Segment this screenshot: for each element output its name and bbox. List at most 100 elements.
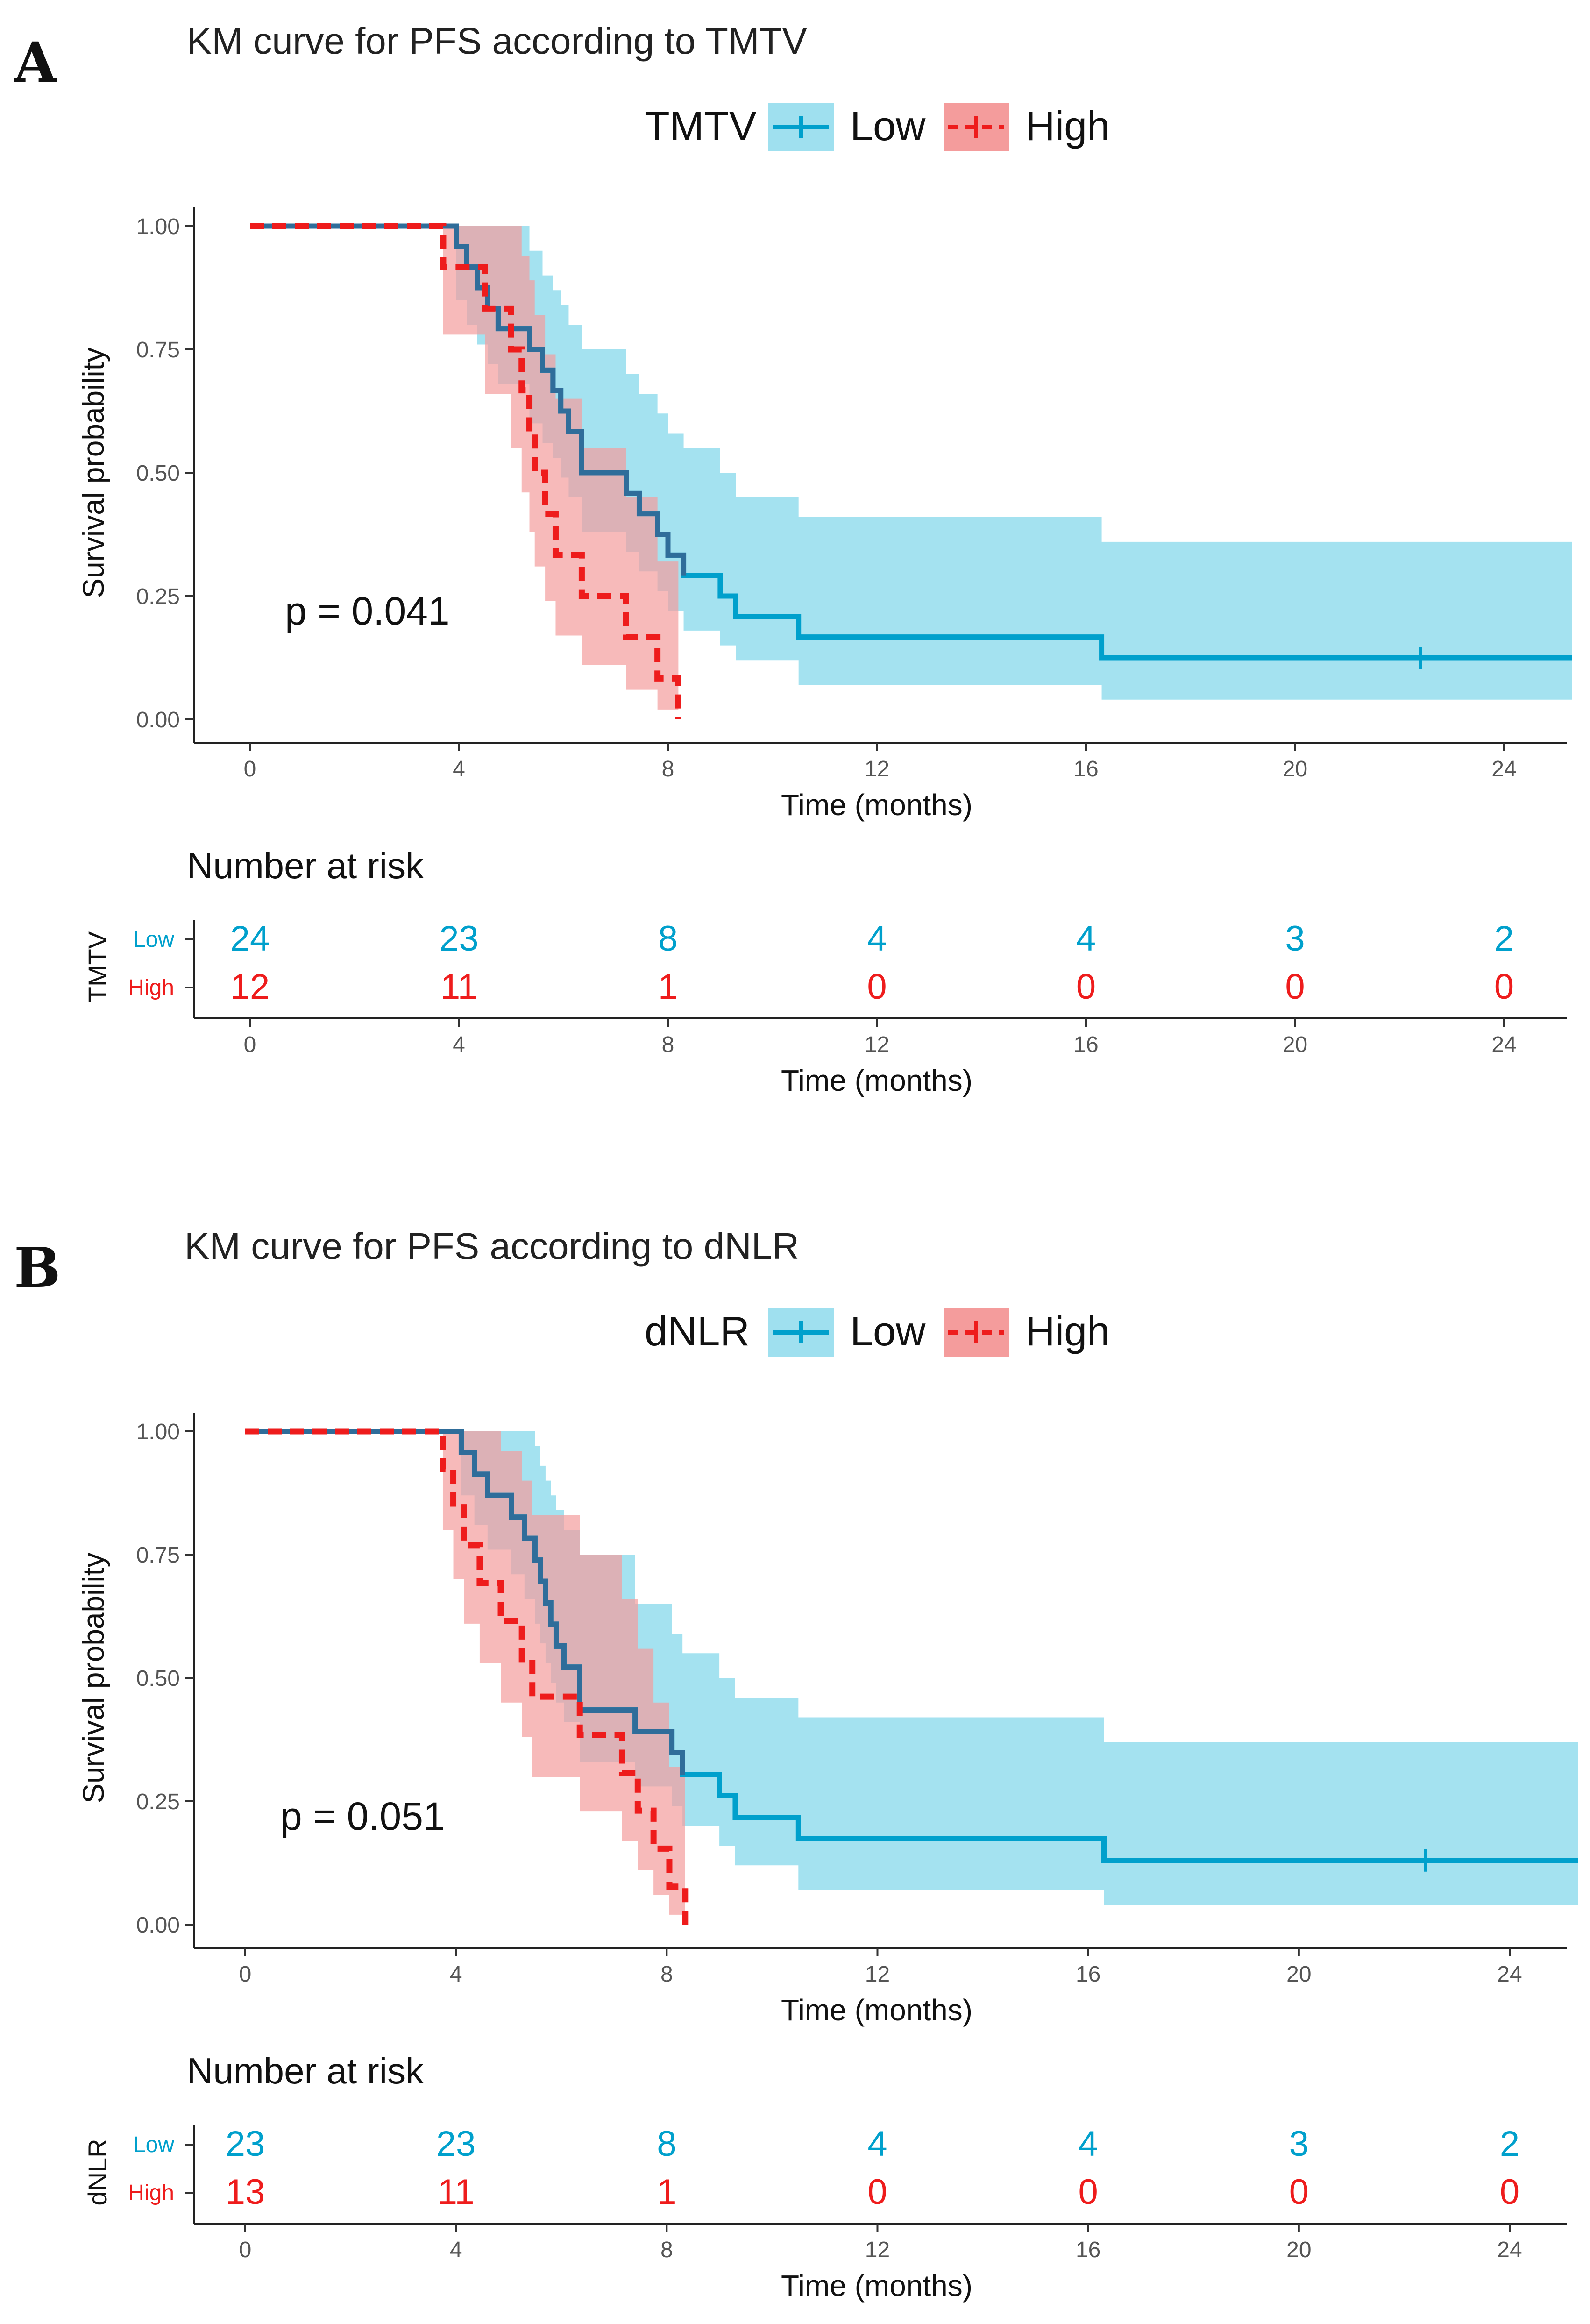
risk-count-low: 23 (226, 2124, 265, 2164)
risk-table-title: Number at risk (187, 2050, 424, 2091)
risk-x-tick-label: 12 (865, 1032, 889, 1057)
panel-b: B KM curve for PFS according to dNLR dNLR L… (14, 1225, 1578, 2303)
risk-count-low: 2 (1500, 2124, 1519, 2164)
x-tick-label: 0 (239, 1962, 252, 1987)
risk-x-tick-label: 8 (660, 2238, 673, 2262)
legend-label-low: Low (850, 103, 926, 149)
km-plot: 0.00 0.25 0.50 0.75 1.00 0 4 8 12 16 20 24 Time (mon… (77, 207, 1572, 822)
risk-count-high: 1 (657, 2172, 676, 2212)
x-tick-label: 8 (660, 1962, 673, 1987)
risk-count-low: 4 (867, 2124, 887, 2164)
y-tick-label: 0.50 (136, 1666, 180, 1691)
y-tick-label: 0.75 (136, 1543, 180, 1568)
x-tick-label: 12 (865, 757, 889, 782)
km-curve-high (250, 223, 681, 719)
y-tick-label: 1.00 (136, 1420, 180, 1444)
km-curve-low-overlap (250, 223, 687, 576)
risk-x-tick-label: 16 (1073, 1032, 1098, 1057)
panel-a: A KM curve for PFS according to TMTV TMTV L… (14, 20, 1572, 1097)
legend-label-high: High (1025, 103, 1110, 149)
risk-count-high: 13 (226, 2172, 265, 2212)
panel-letter: B (14, 1235, 61, 1300)
risk-count-high: 0 (1494, 967, 1514, 1007)
risk-count-low: 24 (230, 919, 270, 959)
x-tick-label: 12 (865, 1962, 890, 1987)
risk-count-low: 23 (436, 2124, 476, 2164)
x-tick-label: 8 (662, 757, 674, 782)
risk-x-tick-label: 4 (450, 2238, 462, 2262)
y-tick-label: 0.50 (136, 461, 180, 486)
legend-key-low (768, 103, 834, 151)
p-value: p = 0.041 (285, 589, 450, 633)
y-tick-label: 0.25 (136, 584, 180, 609)
risk-x-tick-label: 0 (239, 2238, 252, 2262)
risk-count-high: 12 (230, 967, 270, 1007)
legend-key-high (944, 1308, 1009, 1357)
risk-count-low: 8 (658, 919, 678, 959)
y-tick-label: 0.25 (136, 1790, 180, 1814)
risk-count-low: 4 (1076, 919, 1096, 959)
risk-count-low: 4 (867, 919, 887, 959)
chart-title: KM curve for PFS according to dNLR (185, 1225, 799, 1267)
risk-count-low: 8 (657, 2124, 676, 2164)
km-plot: 0.00 0.25 0.50 0.75 1.00 0 4 8 12 16 20 24 Time (mon… (77, 1413, 1578, 2027)
risk-count-high: 0 (1076, 967, 1096, 1007)
legend: TMTV Low High (645, 103, 1110, 151)
x-axis-label: Time (months) (781, 788, 972, 822)
risk-count-low: 4 (1079, 2124, 1098, 2164)
legend-label-high: High (1025, 1308, 1110, 1354)
legend-title: TMTV (645, 103, 757, 149)
risk-count-high: 11 (440, 967, 477, 1007)
risk-count-high: 1 (658, 967, 678, 1007)
risk-x-tick-label: 20 (1286, 2238, 1311, 2262)
risk-count-high: 0 (867, 967, 887, 1007)
legend: dNLR Low High (645, 1308, 1110, 1357)
risk-row-label-low: Low (133, 2132, 174, 2157)
risk-x-axis-label: Time (months) (781, 2269, 972, 2303)
risk-variable-label: TMTV (83, 931, 112, 1002)
risk-x-tick-label: 24 (1491, 1032, 1516, 1057)
legend-key-high (944, 103, 1009, 151)
x-tick-label: 4 (450, 1962, 462, 1987)
risk-x-tick-label: 8 (662, 1032, 674, 1057)
risk-x-tick-label: 20 (1283, 1032, 1307, 1057)
x-tick-label: 20 (1286, 1962, 1311, 1987)
legend-title: dNLR (645, 1308, 750, 1354)
risk-count-low: 3 (1285, 919, 1305, 959)
risk-row-label-low: Low (133, 927, 174, 952)
risk-count-high: 0 (1289, 2172, 1309, 2212)
x-tick-label: 16 (1073, 757, 1098, 782)
risk-count-high: 0 (1285, 967, 1305, 1007)
risk-variable-label: dNLR (83, 2139, 112, 2205)
risk-table-title: Number at risk (187, 845, 424, 886)
p-value: p = 0.051 (280, 1794, 445, 1838)
risk-count-high: 0 (1500, 2172, 1519, 2212)
risk-row-label-high: High (128, 2181, 174, 2205)
risk-count-high: 0 (867, 2172, 887, 2212)
ci-band-low (250, 226, 1572, 700)
x-tick-label: 24 (1497, 1962, 1522, 1987)
x-tick-label: 0 (244, 757, 256, 782)
risk-row-label-high: High (128, 975, 174, 1000)
x-tick-label: 4 (453, 757, 465, 782)
x-tick-label: 24 (1491, 757, 1516, 782)
legend-key-low (768, 1308, 834, 1357)
y-axis-label: Survival probability (77, 347, 110, 598)
risk-x-axis-label: Time (months) (781, 1064, 972, 1097)
km-curve-high (245, 1428, 689, 1925)
chart-title: KM curve for PFS according to TMTV (187, 20, 807, 62)
risk-x-tick-label: 16 (1076, 2238, 1100, 2262)
risk-x-tick-label: 4 (453, 1032, 465, 1057)
y-tick-label: 0.00 (136, 708, 180, 732)
km-curve-low-overlap (245, 1429, 685, 1775)
y-tick-label: 1.00 (136, 214, 180, 239)
ci-band-high (245, 1431, 685, 1915)
risk-x-tick-label: 24 (1497, 2238, 1522, 2262)
panel-letter: A (14, 30, 57, 95)
x-tick-label: 16 (1076, 1962, 1100, 1987)
y-tick-label: 0.00 (136, 1913, 180, 1938)
ci-band-high (250, 226, 679, 710)
x-axis-label: Time (months) (781, 1993, 972, 2027)
